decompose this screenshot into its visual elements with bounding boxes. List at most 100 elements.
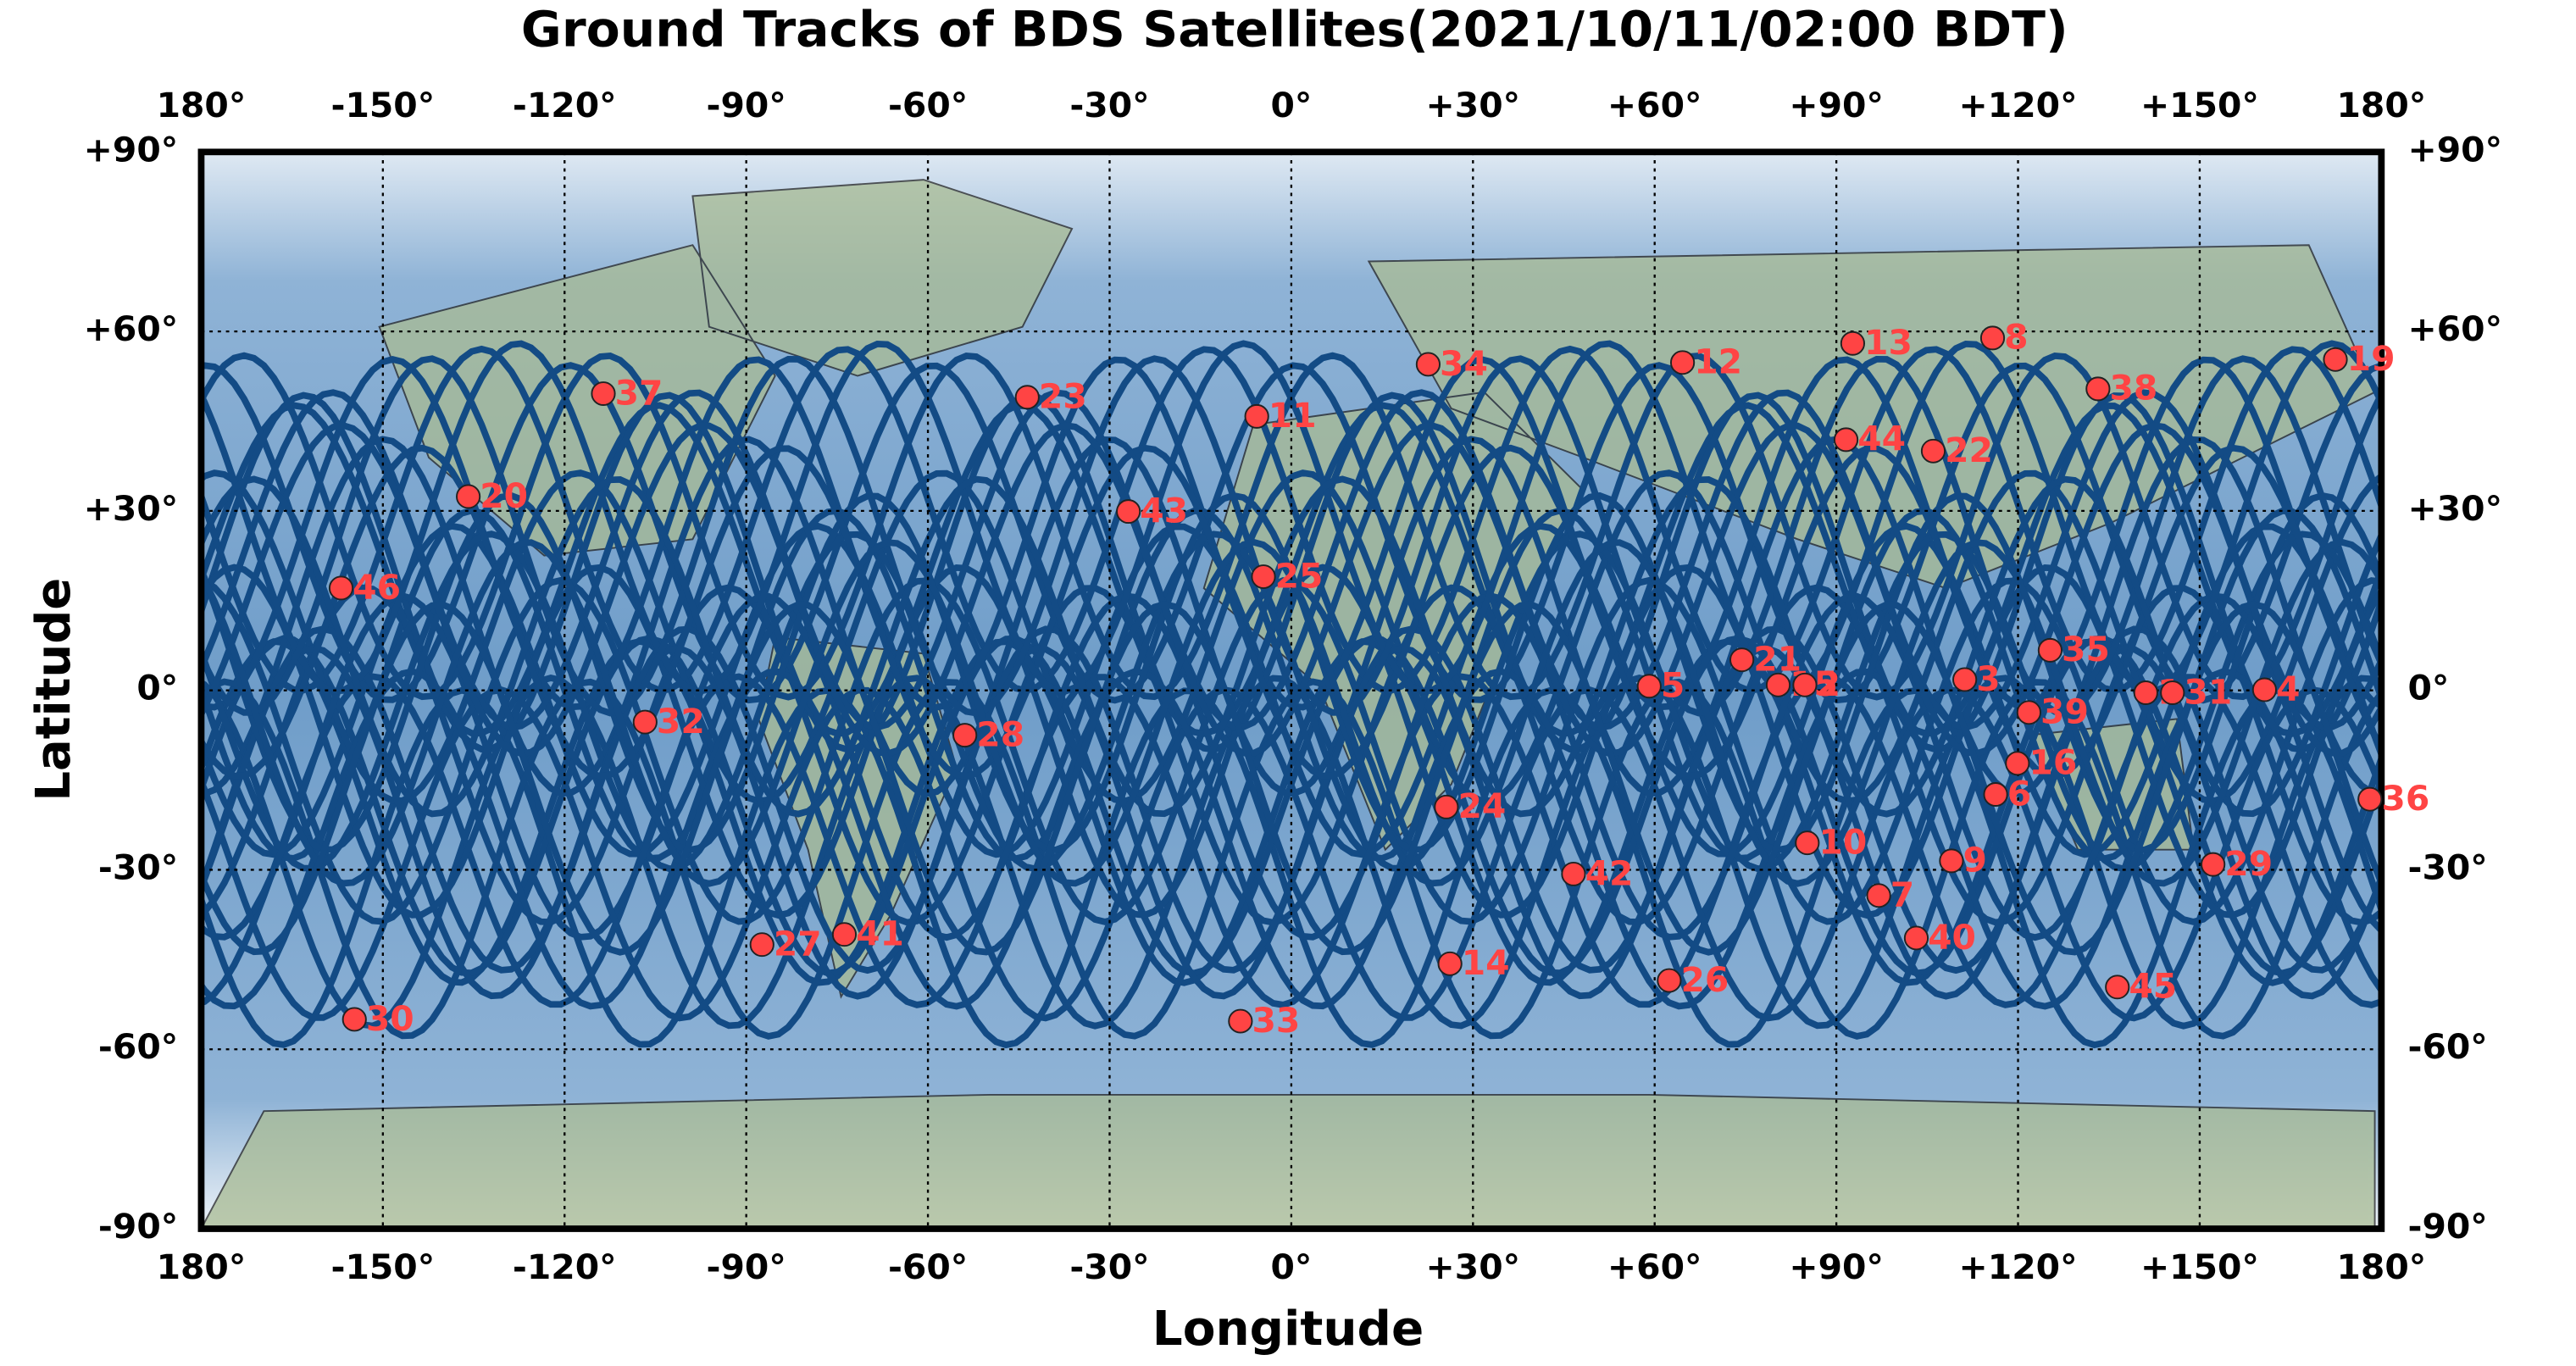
satellite: [1251, 564, 1276, 590]
y-tick-label: -60°: [98, 1026, 178, 1067]
satellite: [1979, 325, 2006, 351]
x-tick-label: +30°: [1426, 85, 1521, 125]
x-tick-label: +30°: [1426, 1247, 1521, 1287]
satellite: [2323, 347, 2348, 372]
x-tick-label: +90°: [1789, 85, 1884, 125]
x-tick-label: -150°: [331, 85, 436, 125]
satellite: [2085, 376, 2111, 402]
satellite-label: 4: [2276, 669, 2300, 709]
x-tick-label: +120°: [1959, 85, 2078, 125]
satellite: [2160, 680, 2185, 705]
y-tick-label: 0°: [2407, 668, 2449, 708]
ground-track: [201, 625, 2382, 975]
satellite: [1840, 330, 1866, 356]
satellite: [952, 723, 978, 748]
satellite: [1833, 427, 1859, 453]
ground-track: [201, 340, 2382, 696]
satellite-label: 43: [1140, 491, 1188, 531]
x-tick-label: +60°: [1607, 85, 1702, 125]
y-axis-label: Latitude: [26, 578, 81, 802]
satellite: [1729, 647, 1755, 673]
satellite: [456, 484, 481, 509]
y-tick-label: -30°: [98, 847, 178, 888]
x-tick-label: -90°: [707, 1247, 786, 1287]
x-tick-label: 180°: [157, 85, 247, 125]
ground-track: [201, 352, 2382, 701]
satellite-label: 36: [2381, 778, 2429, 819]
satellite: [1983, 782, 2008, 807]
y-tick-label: +30°: [2407, 488, 2502, 529]
x-tick-label: +120°: [1959, 1247, 2078, 1287]
x-tick-label: -150°: [331, 1247, 436, 1287]
satellite-label: 42: [1585, 852, 1634, 893]
x-axis-label: Longitude: [1152, 1302, 1424, 1357]
satellite-label: 20: [480, 475, 528, 516]
x-tick-label: 180°: [157, 1247, 247, 1287]
satellite-label: 38: [2109, 368, 2157, 408]
satellite-label: 7: [1890, 875, 1914, 915]
satellite: [1437, 951, 1463, 976]
satellite-label: 31: [2184, 672, 2232, 713]
satellite: [591, 381, 616, 406]
satellite-label: 11: [1269, 395, 1317, 436]
satellite: [1866, 883, 1891, 908]
y-tick-label: +60°: [2407, 308, 2502, 349]
ground-track: [201, 355, 2382, 717]
y-tick-label: +90°: [84, 129, 179, 169]
frame: [197, 148, 2385, 1232]
ground-track: [201, 475, 2382, 818]
x-tick-label: -120°: [513, 85, 617, 125]
satellite-label: 25: [1275, 556, 1324, 597]
satellite-label: 24: [1457, 786, 1506, 826]
satellite: [2016, 700, 2041, 725]
satellite: [1795, 830, 1820, 856]
satellite-label: 41: [856, 913, 904, 954]
ground-track: [201, 389, 2382, 731]
satellite-label: 3: [1976, 658, 2000, 699]
satellite: [1561, 861, 1586, 886]
satellite-label: 29: [2224, 843, 2273, 884]
satellite-label: 45: [2129, 966, 2177, 1007]
satellite: [1765, 672, 1791, 697]
ground-track: [201, 686, 2382, 1022]
satellite: [1014, 385, 1040, 410]
satellite: [1244, 403, 1269, 429]
satellite: [1952, 667, 1978, 692]
satellite-label: 32: [657, 701, 705, 741]
x-tick-label: 0°: [1270, 1247, 1312, 1287]
satellite: [831, 922, 858, 947]
satellite-label: 19: [2347, 338, 2396, 379]
satellite: [1434, 794, 1459, 819]
y-tick-label: -30°: [2407, 847, 2487, 888]
satellite-label: 22: [1945, 430, 1993, 470]
x-tick-label: -30°: [1069, 85, 1149, 125]
x-tick-label: +150°: [2140, 85, 2259, 125]
satellite-label: 16: [2029, 742, 2077, 783]
y-tick-label: -90°: [98, 1206, 178, 1247]
x-tick-label: +150°: [2140, 1247, 2259, 1287]
satellite: [2133, 680, 2158, 705]
satellite-label: 23: [1039, 376, 1087, 417]
satellite-label: 10: [1818, 822, 1867, 863]
satellite-label: 44: [1857, 419, 1906, 459]
satellite-label: 39: [2040, 691, 2089, 732]
satellite-label: 9: [1963, 840, 1987, 880]
x-tick-label: -90°: [707, 85, 786, 125]
satellite-label: 14: [1462, 942, 1510, 983]
satellite-label: 46: [353, 567, 401, 608]
satellite-label: 21: [1753, 639, 1802, 680]
y-tick-label: -90°: [2407, 1206, 2487, 1247]
satellite: [1903, 925, 1929, 951]
x-tick-label: -120°: [513, 1247, 617, 1287]
satellite-label: 35: [2062, 629, 2110, 669]
satellite: [2105, 975, 2130, 1000]
satellite: [1228, 1008, 1253, 1034]
y-tick-label: +60°: [84, 308, 179, 349]
y-tick-label: 0°: [136, 668, 178, 708]
satellite: [2037, 637, 2063, 663]
satellite-label: 33: [1252, 1000, 1300, 1041]
satellite: [2357, 786, 2383, 812]
ground-track: [201, 668, 2382, 1010]
satellite-label: 27: [774, 924, 822, 964]
ground-track: [201, 601, 2382, 956]
